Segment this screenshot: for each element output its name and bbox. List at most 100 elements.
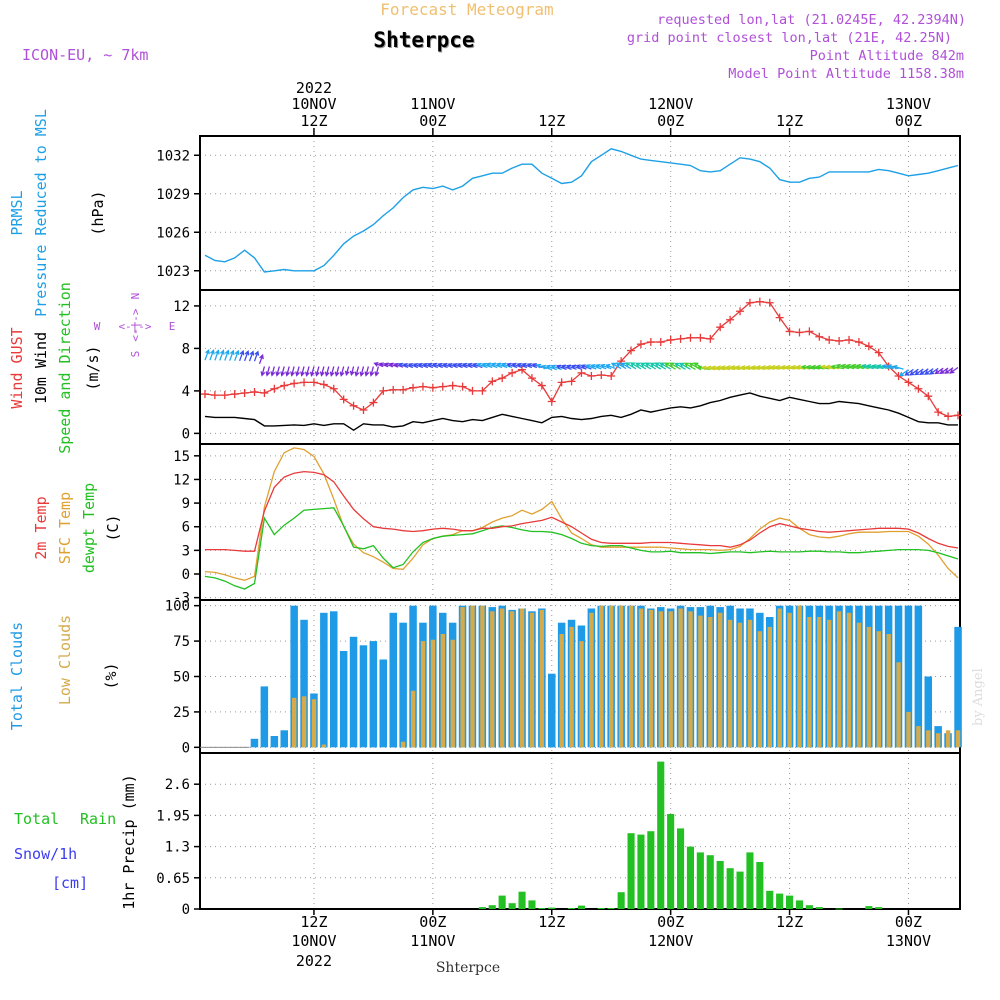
rain-bar [716, 861, 724, 909]
wind-10m-label: 10m Wind [32, 332, 50, 404]
wind-arrow [550, 364, 562, 371]
gust-marker [428, 383, 437, 392]
wind-arrow [214, 349, 220, 361]
wind-arrow [924, 368, 934, 375]
gust-marker [270, 384, 279, 393]
wind-arrow [339, 366, 345, 377]
gust-marker [795, 328, 804, 337]
low-cloud-bar [955, 730, 961, 748]
clouds-unit-label: (%) [102, 662, 120, 689]
low-cloud-bar [945, 730, 951, 748]
compass-s: S [129, 351, 142, 358]
wind-arrow [456, 362, 468, 369]
wind-arrow [324, 366, 330, 377]
rain-bar [518, 891, 526, 909]
wind-arrow [605, 363, 617, 370]
wind-arrow [506, 362, 518, 369]
gust-marker [954, 411, 963, 420]
gust-marker [359, 406, 368, 415]
wind-arrow [635, 362, 647, 370]
low-cloud-bar [470, 605, 475, 748]
gust-marker [260, 389, 269, 398]
hour-label-bottom: 12Z [538, 913, 565, 931]
gust-marker [438, 382, 447, 391]
low-cloud-bar [916, 726, 921, 748]
pressure-unit-label: (hPa) [89, 190, 107, 235]
gust-marker [418, 382, 427, 391]
low-cloud-bar [817, 617, 822, 748]
rain-bar [766, 890, 774, 909]
precip-frame [199, 752, 961, 910]
hour-label-bottom: 00Z [657, 913, 684, 931]
low-cloud-bar [836, 611, 842, 748]
gust-marker [825, 335, 834, 344]
rain-bar [835, 908, 843, 910]
rain-bar [597, 908, 605, 909]
wind-arrow [565, 364, 577, 370]
gust-marker [765, 298, 774, 307]
low-cloud-bar [410, 690, 416, 748]
wind-arrow [620, 362, 632, 370]
total-cloud-bar [379, 659, 387, 748]
wind-arrow [260, 366, 266, 377]
gust-marker [230, 390, 239, 399]
total-cloud-bar [409, 605, 417, 748]
wind-arrow [590, 364, 602, 370]
low-cloud-bar [529, 612, 535, 748]
rain-bar [805, 905, 813, 909]
wind-arrow [349, 366, 355, 376]
wind-panel: 0 4 8 12 [173, 289, 961, 445]
rain-bar [508, 903, 516, 909]
gust-marker [835, 336, 844, 345]
low-cloud-bar [559, 634, 564, 748]
clouds-ytick-label: 75 [173, 634, 190, 650]
rain-label: Rain [80, 810, 116, 828]
gust-marker [399, 385, 408, 394]
gust-marker [805, 327, 814, 336]
wind-arrow [265, 366, 271, 377]
gust-marker [379, 386, 388, 395]
low-cloud-bar [846, 612, 852, 748]
low-cloud-bar [757, 631, 763, 748]
low-cloud-bar [460, 607, 465, 748]
gust-marker [745, 298, 754, 307]
wind-arrow [669, 362, 681, 370]
wind-ytick-label: 8 [182, 341, 190, 357]
low-cloud-bar [906, 711, 911, 748]
rain-bar [657, 761, 665, 909]
low-cloud-bar [450, 639, 455, 748]
gust-marker [607, 372, 616, 381]
rain-bar [627, 833, 635, 909]
wind-arrow [485, 362, 498, 369]
wind-arrow [659, 362, 672, 370]
dewpt-label: dewpt Temp [80, 483, 98, 573]
total-cloud-bar [290, 605, 298, 748]
wind-arrow [644, 362, 657, 370]
wind-arrow [570, 364, 582, 370]
pressure-ytick-label: 1029 [156, 187, 190, 203]
wind-arrow [495, 362, 508, 369]
page-title: Shterpce [373, 28, 474, 52]
wind-arrow [540, 364, 553, 371]
low-cloud-bar [569, 626, 574, 748]
wind-arrow [280, 366, 286, 377]
temp-ytick-label: 15 [173, 449, 190, 465]
wind-arrow [304, 366, 310, 377]
compass-n: N [129, 293, 142, 300]
sfc-temp-label: SFC Temp [56, 492, 74, 564]
temp-unit-label: (C) [104, 514, 122, 541]
rain-bar [478, 907, 486, 909]
total-cloud-bar [339, 651, 348, 748]
hour-label-top: 12Z [300, 112, 327, 130]
gust-marker [349, 401, 358, 410]
low-cloud-bar [737, 622, 743, 748]
compass: W E <-|-><-|-> N S [94, 293, 176, 358]
clouds-ytick-label: 50 [173, 670, 190, 686]
gust-marker [587, 372, 596, 381]
gust-marker [617, 357, 626, 366]
wind-direction-arrows [204, 348, 959, 377]
wind-arrow [939, 367, 949, 375]
low-cloud-bar [579, 641, 584, 748]
